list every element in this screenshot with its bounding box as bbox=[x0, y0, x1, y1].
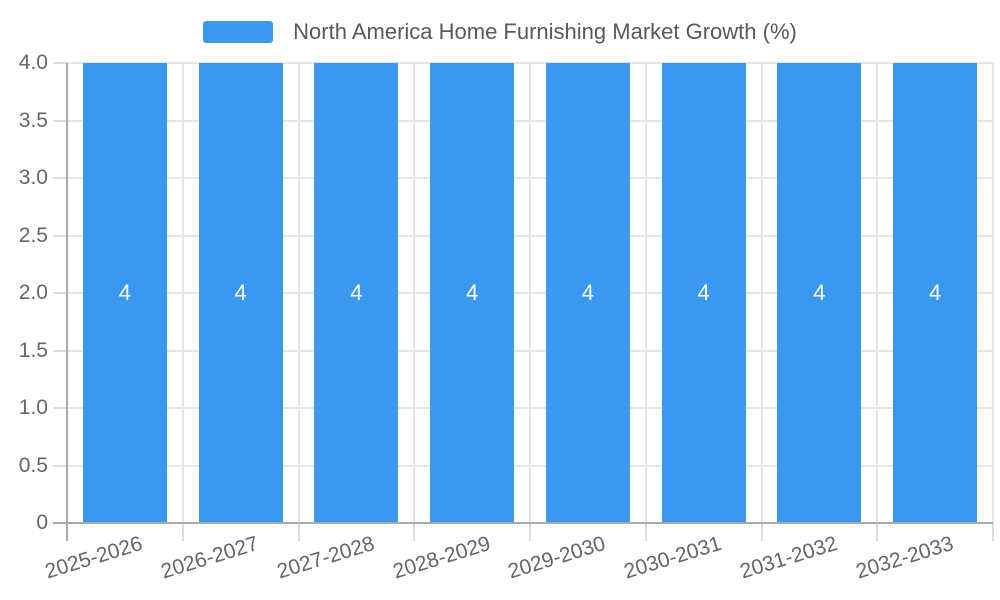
y-axis-tick-label: 4.0 bbox=[18, 51, 48, 74]
bar-value-label: 4 bbox=[350, 280, 363, 305]
gridline-vertical bbox=[413, 63, 416, 523]
bar-value-label: 4 bbox=[813, 280, 826, 305]
legend-swatch bbox=[203, 21, 274, 43]
y-axis-tick bbox=[53, 464, 67, 467]
x-axis-tick bbox=[413, 523, 416, 541]
gridline-vertical bbox=[992, 63, 994, 523]
x-axis-tick-label: 2025-2026 bbox=[42, 532, 146, 584]
y-axis-tick-label: 1.0 bbox=[18, 396, 48, 419]
y-axis-tick-label: 2.5 bbox=[18, 223, 48, 247]
x-axis-tick bbox=[644, 523, 647, 541]
gridline-vertical bbox=[297, 63, 300, 523]
bar-value-label: 4 bbox=[466, 280, 479, 305]
y-axis-tick bbox=[53, 119, 67, 122]
bar-value-label: 4 bbox=[581, 280, 594, 305]
legend[interactable]: North America Home Furnishing Market Gro… bbox=[0, 19, 1000, 45]
x-axis-tick bbox=[760, 523, 763, 541]
bar[interactable] bbox=[314, 63, 399, 523]
bar[interactable] bbox=[198, 63, 283, 523]
y-axis-tick bbox=[53, 234, 67, 237]
bar[interactable] bbox=[545, 63, 630, 523]
bar-value-label: 4 bbox=[697, 280, 710, 305]
y-axis-tick bbox=[53, 292, 67, 294]
x-axis-tick bbox=[876, 523, 879, 541]
y-axis-tick-label: 3.5 bbox=[18, 108, 48, 132]
bar[interactable] bbox=[777, 63, 862, 523]
x-axis-tick bbox=[529, 523, 531, 541]
x-axis-tick-label: 2027-2028 bbox=[274, 532, 378, 584]
x-axis-tick bbox=[297, 523, 300, 541]
y-axis-tick-label: 0.5 bbox=[18, 453, 48, 477]
bar-value-label: 4 bbox=[234, 280, 247, 305]
x-axis-tick-label: 2028-2029 bbox=[390, 532, 493, 584]
x-axis-tick-label: 2030-2031 bbox=[621, 532, 725, 584]
gridline-vertical bbox=[876, 63, 879, 523]
legend-title: North America Home Furnishing Market Gro… bbox=[293, 19, 797, 44]
y-axis-tick bbox=[53, 62, 67, 64]
x-axis-tick-label: 2026-2027 bbox=[158, 532, 262, 584]
x-axis-line bbox=[53, 522, 993, 524]
gridline-vertical bbox=[181, 63, 184, 523]
bar[interactable] bbox=[893, 63, 978, 523]
y-axis-tick-label: 1.5 bbox=[18, 338, 48, 362]
y-axis-tick bbox=[53, 407, 67, 409]
y-axis-tick bbox=[53, 177, 67, 179]
x-axis-tick-label: 2032-2033 bbox=[853, 532, 956, 584]
x-axis-tick-label: 2029-2030 bbox=[505, 532, 609, 584]
gridline-vertical bbox=[644, 63, 647, 523]
bar[interactable] bbox=[82, 63, 167, 523]
y-axis-tick-label: 0 bbox=[36, 511, 48, 534]
bar-value-label: 4 bbox=[118, 280, 131, 305]
bar[interactable] bbox=[430, 63, 515, 523]
x-axis-tick-label: 2031-2032 bbox=[737, 532, 841, 584]
y-axis-line bbox=[66, 63, 68, 541]
y-axis-tick-label: 3.0 bbox=[18, 166, 48, 189]
y-axis-tick bbox=[53, 349, 67, 352]
x-axis-tick bbox=[181, 523, 184, 541]
gridline-vertical bbox=[760, 63, 763, 523]
bar-value-label: 4 bbox=[929, 280, 942, 305]
y-axis-tick-label: 2.0 bbox=[18, 281, 48, 304]
x-axis-tick bbox=[992, 523, 994, 541]
gridline-vertical bbox=[529, 63, 531, 523]
bar[interactable] bbox=[661, 63, 746, 523]
